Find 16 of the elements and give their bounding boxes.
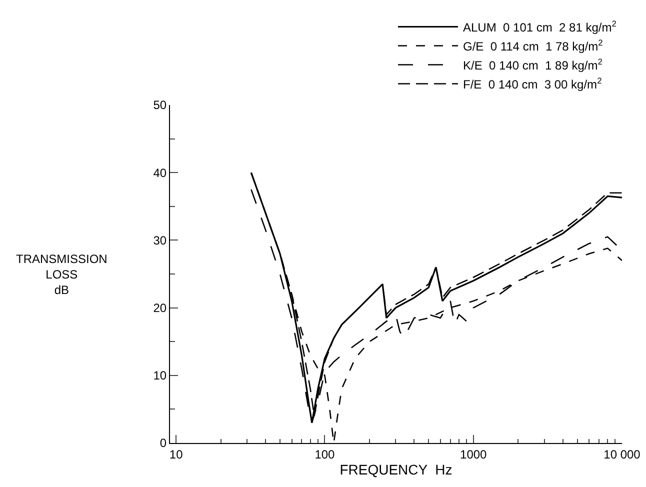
y-axis-title: TRANSMISSION LOSS dB bbox=[16, 252, 108, 298]
y-tick-label: 20 bbox=[153, 301, 167, 315]
legend-label: G/E 0 114 cm 1 78 kg/m$^{2}$ bbox=[463, 37, 604, 54]
x-axis-title: FREQUENCY Hz bbox=[340, 462, 452, 478]
x-tick-label: 1000 bbox=[460, 447, 488, 462]
legend-label: F/E 0 140 cm 3 00 kg/m$^{2}$ bbox=[463, 75, 602, 92]
y-tick-label: 40 bbox=[153, 166, 167, 180]
y-tick-label: 50 bbox=[153, 98, 167, 112]
y-tick-label: 10 bbox=[153, 368, 167, 383]
legend-label: ALUM 0 101 cm 2 81 kg/m$^{2}$ bbox=[463, 18, 617, 34]
y-tick-label: 0 bbox=[160, 436, 167, 450]
legend-label: K/E 0 140 cm 1 89 kg/m$^{2}$ bbox=[463, 56, 603, 72]
x-tick-label: 100 bbox=[314, 447, 336, 462]
x-tick-label: 10 bbox=[169, 447, 184, 462]
x-tick-label: 10 000 bbox=[604, 447, 641, 462]
y-tick-label: 30 bbox=[153, 233, 167, 248]
